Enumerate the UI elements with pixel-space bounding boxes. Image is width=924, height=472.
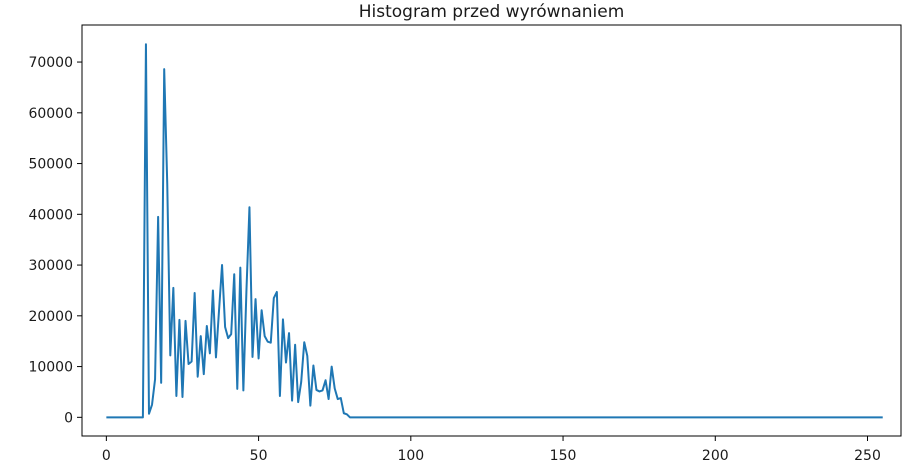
x-axis: 0 50 100 150 200 250: [102, 436, 881, 464]
y-tick-label: 70000: [28, 55, 73, 71]
y-tick-label: 10000: [28, 360, 73, 376]
y-tick-label: 20000: [28, 309, 73, 325]
x-tick-label: 0: [102, 448, 111, 464]
y-axis: 0 10000 20000 30000 40000 50000 60000 70000: [28, 55, 82, 426]
y-tick-label: 40000: [28, 207, 73, 223]
series-layer: [106, 43, 883, 419]
histogram-series-line: [106, 43, 883, 419]
y-tick-label: 0: [64, 410, 73, 426]
x-tick-label: 250: [854, 448, 881, 464]
x-tick-label: 200: [702, 448, 729, 464]
y-tick-label: 60000: [28, 106, 73, 122]
x-tick-label: 100: [397, 448, 424, 464]
x-tick-label: 150: [550, 448, 577, 464]
x-tick-label: 50: [250, 448, 268, 464]
chart-title: Histogram przed wyrównaniem: [359, 2, 625, 22]
y-tick-label: 50000: [28, 157, 73, 173]
y-tick-label: 30000: [28, 258, 73, 274]
plot-frame: [81, 24, 902, 437]
